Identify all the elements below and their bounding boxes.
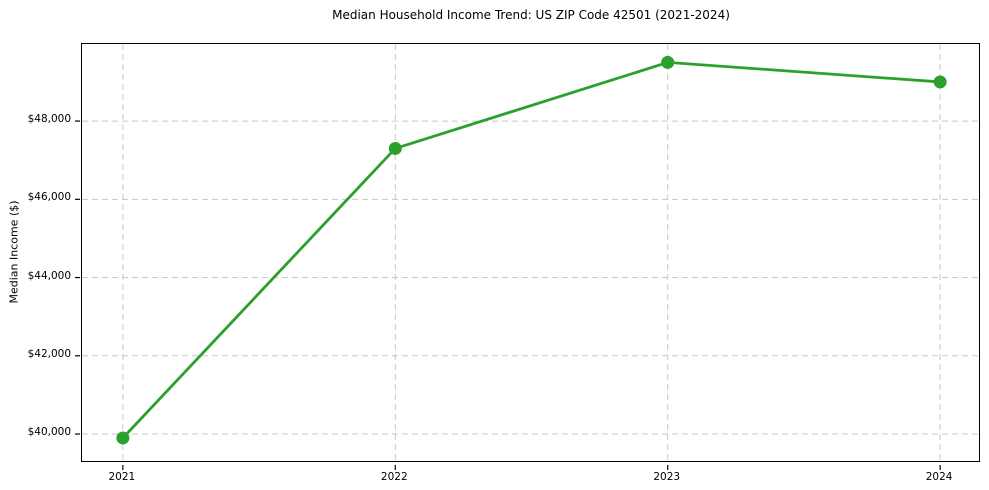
y-tick-label: $44,000 bbox=[27, 269, 71, 282]
y-axis-label: Median Income ($) bbox=[7, 200, 21, 304]
gridlines bbox=[75, 44, 981, 470]
trend-line bbox=[121, 60, 942, 440]
x-tick-label: 2023 bbox=[653, 471, 681, 483]
y-tick-label: $48,000 bbox=[27, 113, 71, 126]
y-tick-label: $46,000 bbox=[27, 191, 71, 204]
x-tick-label: 2021 bbox=[108, 471, 136, 483]
chart-title: Median Household Income Trend: US ZIP Co… bbox=[332, 8, 730, 22]
data-point bbox=[933, 75, 947, 89]
data-point bbox=[116, 431, 130, 445]
data-point bbox=[388, 141, 402, 155]
line-chart-svg bbox=[75, 44, 981, 470]
y-tick-label: $42,000 bbox=[27, 347, 71, 360]
plot-area bbox=[75, 43, 981, 470]
x-tick-label: 2024 bbox=[925, 471, 953, 483]
y-tick-label: $40,000 bbox=[27, 426, 71, 439]
data-point bbox=[661, 55, 675, 69]
x-tick-label: 2022 bbox=[380, 471, 408, 483]
